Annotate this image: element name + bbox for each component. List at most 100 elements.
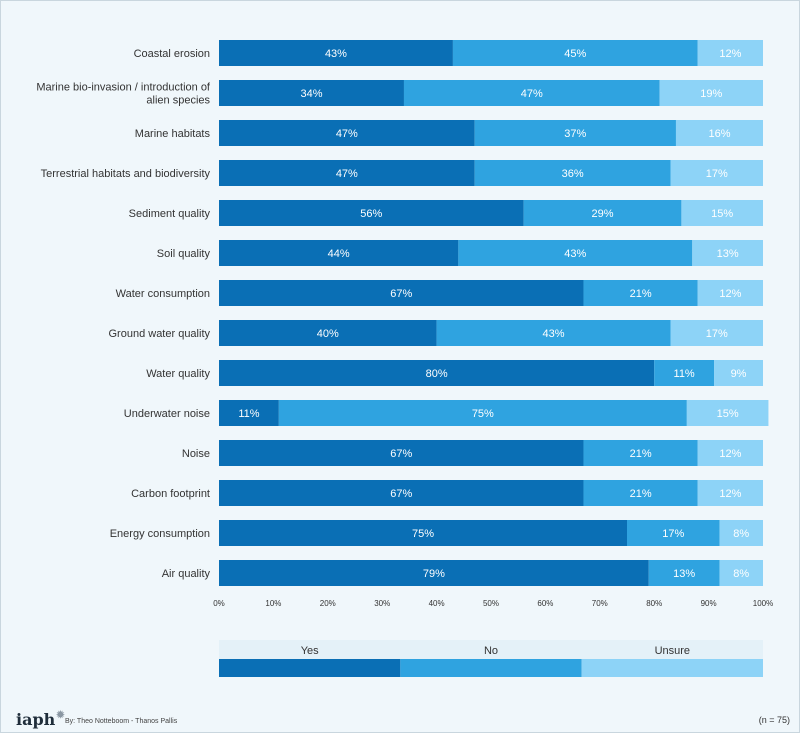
data-label: 79% bbox=[423, 568, 445, 580]
x-tick-label: 100% bbox=[753, 599, 773, 608]
bar-segment-yes bbox=[219, 480, 584, 506]
sun-icon: ✹ bbox=[56, 710, 65, 721]
category-label: Water quality bbox=[146, 368, 210, 380]
sample-size: (n = 75) bbox=[758, 715, 790, 725]
bar-segment-no bbox=[403, 80, 660, 106]
data-label: 37% bbox=[564, 128, 586, 140]
data-label: 19% bbox=[700, 88, 722, 100]
iaph-logo: iaph✹ bbox=[16, 710, 65, 729]
bar-segment-no bbox=[654, 360, 715, 386]
category-label: Marine habitats bbox=[135, 128, 211, 140]
x-tick-label: 50% bbox=[483, 599, 499, 608]
x-tick-label: 30% bbox=[374, 599, 390, 608]
bar-segment-unsure bbox=[659, 80, 763, 106]
bar-segment-yes bbox=[219, 320, 437, 346]
x-tick-label: 0% bbox=[213, 599, 225, 608]
data-label: 47% bbox=[521, 88, 543, 100]
data-label: 8% bbox=[733, 528, 749, 540]
data-label: 67% bbox=[390, 488, 412, 500]
data-label: 67% bbox=[390, 448, 412, 460]
legend-swatch-unsure bbox=[581, 659, 763, 677]
bar-segment-yes bbox=[219, 240, 459, 266]
data-label: 15% bbox=[717, 408, 739, 420]
x-tick-label: 60% bbox=[537, 599, 553, 608]
bar-segment-no bbox=[583, 280, 698, 306]
bar-segment-no bbox=[648, 560, 720, 586]
legend-label-unsure: Unsure bbox=[655, 645, 690, 657]
bar-segment-yes bbox=[219, 520, 627, 546]
bar-segment-unsure bbox=[697, 480, 763, 506]
bar-segment-no bbox=[436, 320, 671, 346]
data-label: 16% bbox=[708, 128, 730, 140]
category-label: Ground water quality bbox=[109, 328, 211, 340]
legend-background bbox=[219, 640, 763, 659]
data-label: 8% bbox=[733, 568, 749, 580]
x-tick-label: 10% bbox=[265, 599, 281, 608]
legend-label-no: No bbox=[484, 645, 498, 657]
data-label: 12% bbox=[719, 488, 741, 500]
data-label: 56% bbox=[360, 208, 382, 220]
data-label: 67% bbox=[390, 288, 412, 300]
bar-segment-no bbox=[583, 480, 698, 506]
data-label: 13% bbox=[673, 568, 695, 580]
data-label: 12% bbox=[719, 48, 741, 60]
x-tick-label: 40% bbox=[429, 599, 445, 608]
data-label: 17% bbox=[706, 328, 728, 340]
category-label: Marine bio-invasion / introduction of ali… bbox=[36, 82, 211, 107]
category-label: Noise bbox=[182, 448, 210, 460]
bar-segment-yes bbox=[219, 280, 584, 306]
bar-segment-no bbox=[583, 440, 698, 466]
category-label: Energy consumption bbox=[110, 528, 210, 540]
category-label: Carbon footprint bbox=[131, 488, 210, 500]
data-label: 36% bbox=[562, 168, 584, 180]
data-label: 29% bbox=[592, 208, 614, 220]
bar-segment-yes bbox=[219, 440, 584, 466]
bar-segment-unsure bbox=[681, 200, 763, 226]
data-label: 34% bbox=[300, 88, 322, 100]
bar-segment-no bbox=[627, 520, 720, 546]
data-label: 47% bbox=[336, 168, 358, 180]
data-label: 43% bbox=[543, 328, 565, 340]
bar-segment-yes bbox=[219, 560, 649, 586]
bar-segment-yes bbox=[219, 120, 475, 146]
bar-segment-unsure bbox=[670, 160, 763, 186]
category-label: Coastal erosion bbox=[134, 48, 210, 60]
bar-segment-no bbox=[474, 120, 676, 146]
bar-segment-yes bbox=[219, 400, 279, 426]
x-tick-label: 90% bbox=[701, 599, 717, 608]
bar-segment-yes bbox=[219, 80, 404, 106]
bar-segment-no bbox=[474, 160, 671, 186]
data-label: 21% bbox=[630, 288, 652, 300]
bar-segment-yes bbox=[219, 200, 524, 226]
data-label: 45% bbox=[564, 48, 586, 60]
bar-segment-unsure bbox=[697, 280, 763, 306]
data-label: 43% bbox=[564, 248, 586, 260]
data-label: 40% bbox=[317, 328, 339, 340]
data-label: 75% bbox=[412, 528, 434, 540]
data-label: 12% bbox=[719, 288, 741, 300]
data-label: 13% bbox=[717, 248, 739, 260]
category-label: Terrestrial habitats and biodiversity bbox=[41, 168, 211, 180]
legend-swatch-yes bbox=[219, 659, 401, 677]
data-label: 11% bbox=[238, 408, 259, 420]
bar-segment-yes bbox=[219, 40, 453, 66]
data-label: 80% bbox=[426, 368, 448, 380]
data-label: 75% bbox=[472, 408, 494, 420]
bar-segment-yes bbox=[219, 160, 475, 186]
x-tick-label: 20% bbox=[320, 599, 336, 608]
x-tick-label: 80% bbox=[646, 599, 662, 608]
legend-swatch-no bbox=[400, 659, 582, 677]
bar-segment-unsure bbox=[697, 40, 763, 66]
category-label: Sediment quality bbox=[129, 208, 211, 220]
logo-text: iaph bbox=[16, 710, 56, 729]
legend-label-yes: Yes bbox=[301, 645, 319, 657]
category-label: Air quality bbox=[162, 568, 211, 580]
bar-segment-unsure bbox=[686, 400, 769, 426]
data-label: 17% bbox=[662, 528, 684, 540]
bar-segment-unsure bbox=[675, 120, 763, 146]
bar-segment-unsure bbox=[719, 520, 763, 546]
bar-segment-no bbox=[278, 400, 687, 426]
data-label: 47% bbox=[336, 128, 358, 140]
data-label: 11% bbox=[674, 368, 695, 380]
data-label: 9% bbox=[731, 368, 747, 380]
